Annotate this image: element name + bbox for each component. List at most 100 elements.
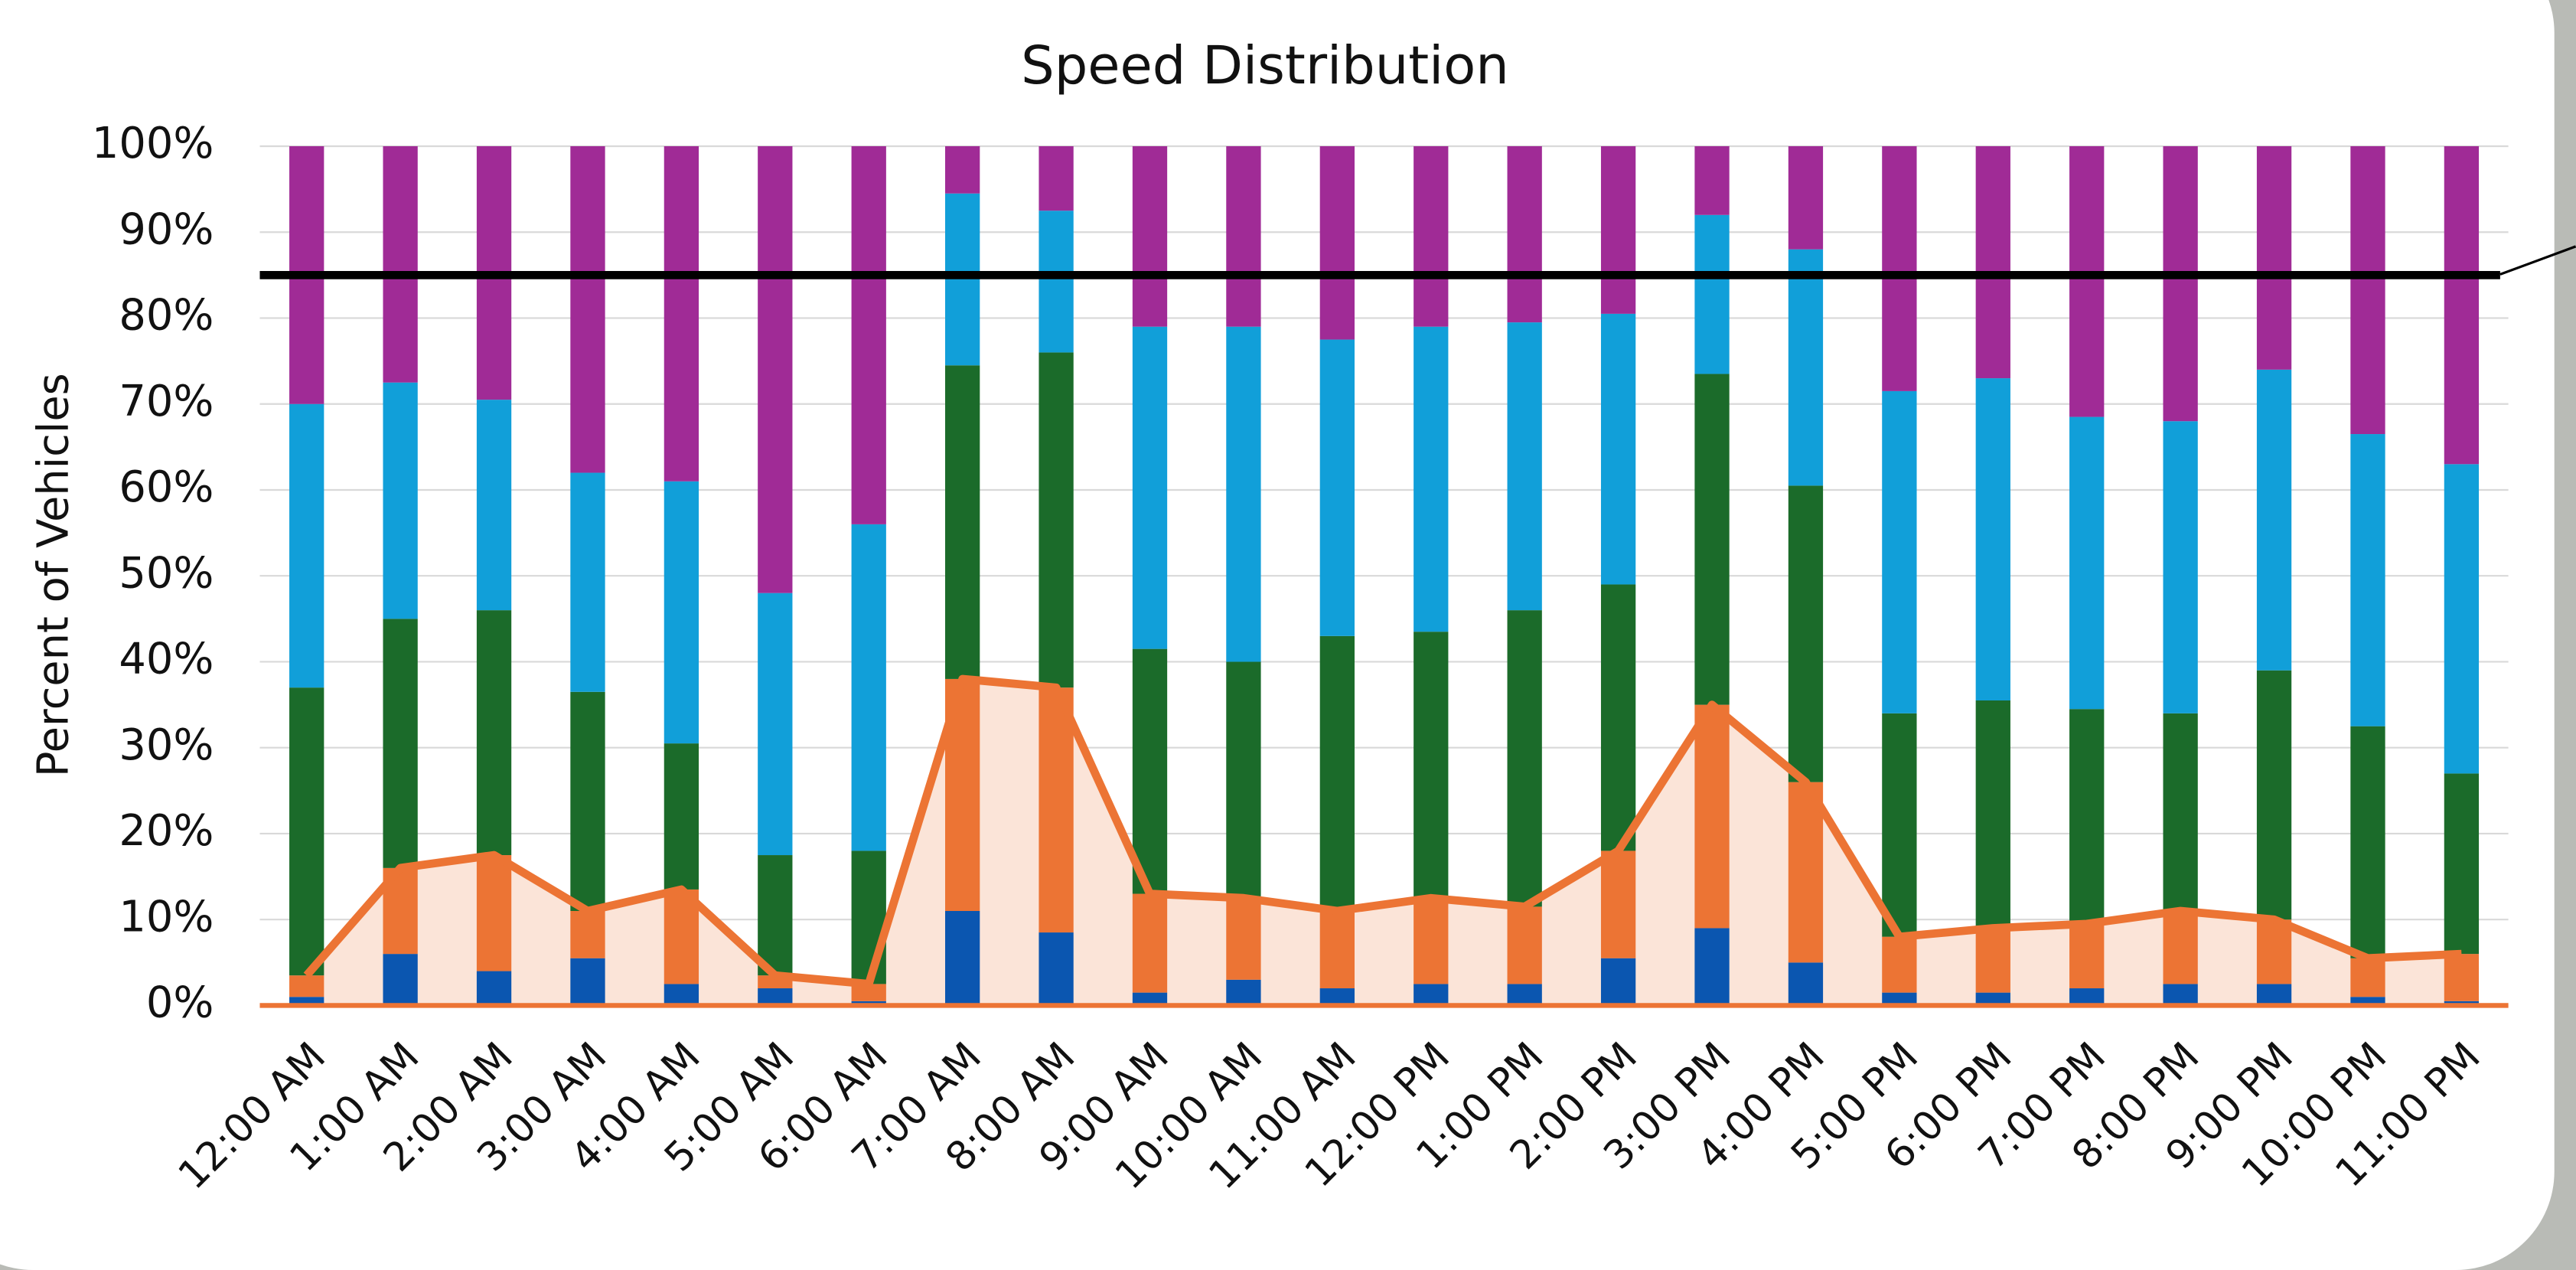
bar-segment — [2444, 464, 2479, 773]
bar-segment — [2444, 954, 2479, 1001]
bar-segment — [2444, 146, 2479, 464]
bar-segment — [664, 984, 699, 1005]
bar-segment — [1694, 215, 1729, 374]
bar-segment — [1133, 649, 1167, 894]
y-tick-label: 70% — [119, 377, 214, 426]
bar-segment — [570, 146, 605, 473]
bar-segment — [2163, 421, 2197, 713]
bar-segment — [1789, 485, 1823, 782]
bar-segment — [1508, 906, 1542, 984]
y-tick-label: 90% — [119, 204, 214, 254]
bar-segment — [570, 911, 605, 958]
bar-segment — [1508, 610, 1542, 906]
bar-segment — [664, 146, 699, 482]
y-tick-label: 0% — [146, 978, 214, 1028]
bar-segment — [1226, 980, 1260, 1006]
bar-segment — [1976, 928, 2010, 992]
bar-segment — [1882, 391, 1916, 713]
bar-segment — [945, 911, 980, 1005]
bar-segment — [383, 146, 417, 383]
bar-segment — [383, 383, 417, 619]
bar-segment — [2257, 984, 2291, 1005]
bar-segment — [758, 593, 792, 855]
bar-segment — [1226, 661, 1260, 898]
bar-segment — [2069, 709, 2104, 924]
y-tick-label: 50% — [119, 548, 214, 598]
bar-segment — [758, 146, 792, 593]
bar-segment — [852, 524, 886, 851]
bar-segment — [477, 855, 511, 971]
bar-segment — [1882, 937, 1916, 993]
bar-segment — [1601, 314, 1635, 585]
bar-segment — [2257, 919, 2291, 984]
chart-title: Speed Distribution — [1021, 35, 1509, 96]
bar-segment — [2163, 911, 2197, 984]
bar-segment — [2350, 958, 2385, 997]
bar-segment — [1789, 250, 1823, 486]
bar-segment — [1508, 322, 1542, 610]
bar-segment — [1226, 146, 1260, 327]
bar-segment — [1694, 705, 1729, 929]
bar-segment — [1976, 378, 2010, 700]
bar-segment — [758, 855, 792, 975]
bar-segment — [477, 400, 511, 610]
bar-segment — [1320, 911, 1355, 988]
bar-segment — [1601, 146, 1635, 314]
bar-segment — [570, 692, 605, 911]
bar-segment — [852, 850, 886, 984]
y-tick-label: 40% — [119, 635, 214, 684]
bar-segment — [2350, 146, 2385, 434]
bar-segment — [1414, 632, 1448, 898]
bar-segment — [1694, 146, 1729, 215]
bar-segment — [1414, 898, 1448, 984]
bar-segment — [758, 988, 792, 1005]
bar-segment — [289, 404, 324, 687]
bar-segment — [1039, 146, 1073, 211]
y-tick-label: 100% — [92, 119, 214, 168]
bar-segment — [1976, 700, 2010, 928]
y-tick-label: 30% — [119, 720, 214, 770]
bar-segment — [852, 146, 886, 524]
bar-segment — [1508, 146, 1542, 322]
bar-segment — [1039, 687, 1073, 932]
bar-segment — [2350, 434, 2385, 726]
bar-segment — [1226, 327, 1260, 662]
bar-segment — [1039, 352, 1073, 687]
chart: Speed Distribution Percent of Vehicles 0… — [0, 0, 2576, 1270]
bar-segment — [1039, 211, 1073, 352]
bar-segment — [2069, 924, 2104, 988]
bar-segment — [1226, 898, 1260, 980]
bar-segment — [1320, 146, 1355, 340]
bar-segment — [1601, 850, 1635, 958]
bar-segment — [1320, 988, 1355, 1005]
bar-segment — [945, 194, 980, 365]
bar-segment — [1694, 928, 1729, 1005]
bar-segment — [477, 610, 511, 855]
bar-segment — [1789, 962, 1823, 1005]
bar-segment — [570, 958, 605, 1006]
bar-segment — [2350, 726, 2385, 958]
bar-segment — [477, 971, 511, 1006]
bar-segment — [2257, 671, 2291, 920]
bar-segment — [2069, 988, 2104, 1005]
y-tick-label: 10% — [119, 892, 214, 942]
y-axis-title: Percent of Vehicles — [28, 373, 78, 777]
y-tick-label: 60% — [119, 462, 214, 512]
y-tick-label: 80% — [119, 291, 214, 341]
bar-segment — [1601, 958, 1635, 1006]
bar-segment — [1133, 146, 1167, 327]
bar-segment — [664, 482, 699, 743]
bar-segment — [1601, 584, 1635, 850]
bar-segment — [945, 365, 980, 679]
y-tick-label: 20% — [119, 806, 214, 856]
bar-segment — [2444, 773, 2479, 954]
bar-segment — [2163, 984, 2197, 1005]
bar-segment — [383, 954, 417, 1005]
bar-segment — [1414, 327, 1448, 632]
bar-segment — [945, 146, 980, 194]
bar-segment — [2069, 146, 2104, 417]
bar-segment — [1320, 636, 1355, 911]
bar-segment — [2069, 417, 2104, 710]
bar-segment — [570, 473, 605, 692]
bar-segment — [1133, 894, 1167, 993]
